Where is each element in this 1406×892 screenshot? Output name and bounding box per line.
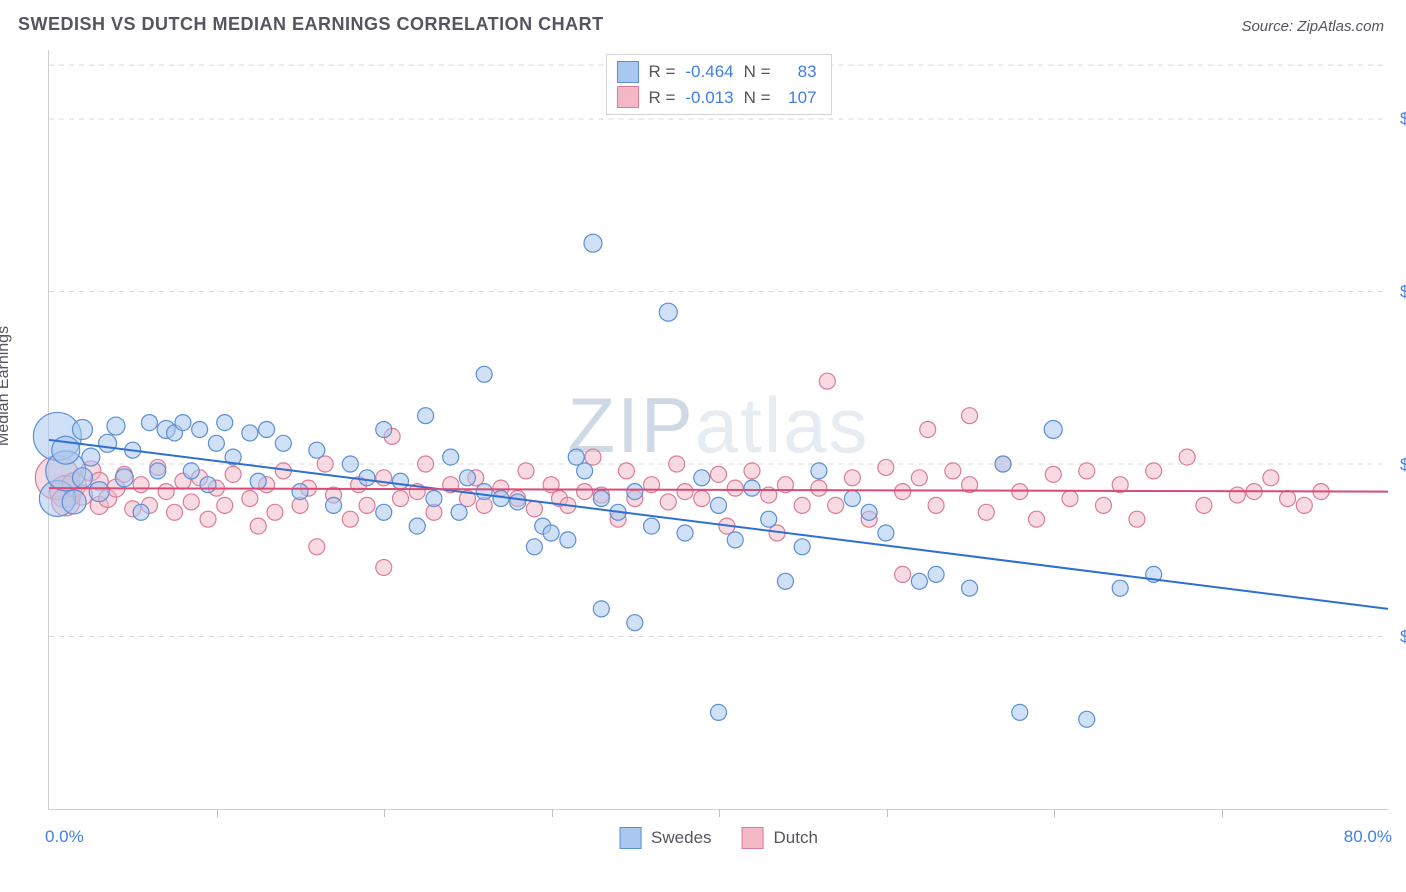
legend-r-value-dutch: -0.013 xyxy=(685,85,733,111)
y-axis-title: Median Earnings xyxy=(0,326,13,446)
y-tick-label: $25,000 xyxy=(1390,627,1406,647)
x-tick xyxy=(552,809,553,817)
dutch-swatch-icon xyxy=(742,827,764,849)
x-tick xyxy=(887,809,888,817)
legend-r-label: R = xyxy=(648,85,675,111)
dutch-swatch-icon xyxy=(616,86,638,108)
legend-stats-row-dutch: R = -0.013 N = 107 xyxy=(616,85,816,111)
legend-label-dutch: Dutch xyxy=(774,828,818,848)
x-tick xyxy=(217,809,218,817)
x-tick xyxy=(719,809,720,817)
legend-n-value-dutch: 107 xyxy=(781,85,817,111)
swedes-swatch-icon xyxy=(616,61,638,83)
legend-item-dutch: Dutch xyxy=(742,827,818,849)
legend-stats-box: R = -0.464 N = 83 R = -0.013 N = 107 xyxy=(605,54,831,115)
source-attribution: Source: ZipAtlas.com xyxy=(1241,18,1384,35)
x-axis-max-label: 80.0% xyxy=(1344,827,1392,847)
legend-stats-row-swedes: R = -0.464 N = 83 xyxy=(616,59,816,85)
x-tick xyxy=(1222,809,1223,817)
chart-title: SWEDISH VS DUTCH MEDIAN EARNINGS CORRELA… xyxy=(18,14,604,35)
legend-r-value-swedes: -0.464 xyxy=(685,59,733,85)
y-tick-label: $75,000 xyxy=(1390,282,1406,302)
chart-plot-area: ZIPatlas $25,000$50,000$75,000$100,000 0… xyxy=(48,50,1388,810)
chart-svg xyxy=(49,50,1388,809)
legend-n-label: N = xyxy=(744,85,771,111)
legend-item-swedes: Swedes xyxy=(619,827,711,849)
y-tick-label: $50,000 xyxy=(1390,455,1406,475)
legend-n-value-swedes: 83 xyxy=(781,59,817,85)
legend-bottom: Swedes Dutch xyxy=(619,827,818,849)
legend-n-label: N = xyxy=(744,59,771,85)
y-tick-label: $100,000 xyxy=(1390,109,1406,129)
legend-label-swedes: Swedes xyxy=(651,828,711,848)
x-axis-min-label: 0.0% xyxy=(45,827,84,847)
legend-r-label: R = xyxy=(648,59,675,85)
x-tick xyxy=(384,809,385,817)
swedes-swatch-icon xyxy=(619,827,641,849)
x-tick xyxy=(1054,809,1055,817)
